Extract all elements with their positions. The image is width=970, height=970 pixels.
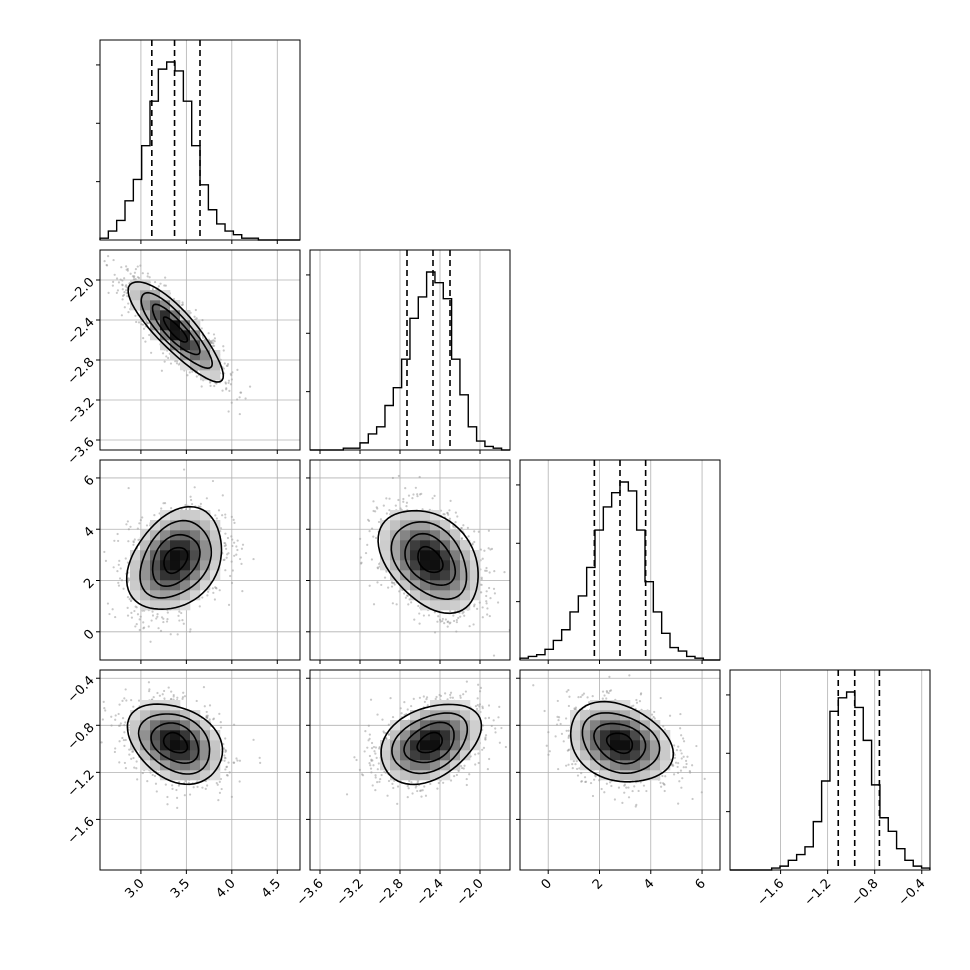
density-panel: 0 2 4 6	[516, 669, 721, 893]
contour-line	[163, 546, 189, 575]
contour-line	[150, 722, 200, 765]
contour-line	[581, 712, 661, 774]
x-tick-label: −0.4	[896, 876, 929, 909]
histogram-panel	[96, 39, 301, 244]
panel-frame	[309, 669, 511, 871]
y-tick-label: −2.0	[65, 275, 98, 308]
contour-line	[416, 731, 444, 754]
x-tick-label: −3.2	[334, 876, 367, 909]
x-tick-label: 4.5	[259, 876, 284, 901]
x-tick-label: −1.2	[802, 876, 835, 909]
contour-line	[140, 291, 214, 370]
panel-frame	[519, 669, 721, 871]
panel-frame	[519, 459, 721, 661]
x-tick-label: 0	[539, 876, 555, 892]
panel-frame	[99, 459, 301, 661]
histogram-steps	[99, 61, 301, 241]
x-tick-label: −2.8	[374, 876, 407, 909]
contour-line	[380, 703, 483, 786]
density-panel: 3.0 3.5 4.0 4.5 −1.6 −1.2 −0.8 −0.4	[65, 669, 301, 901]
panel-frame	[99, 39, 301, 241]
y-tick-label: −2.4	[65, 315, 98, 348]
histogram-steps	[730, 691, 931, 871]
y-tick-label: 0	[81, 627, 97, 643]
histogram-panel	[306, 249, 511, 454]
contour-line	[390, 521, 468, 601]
y-tick-label: −0.4	[65, 673, 98, 706]
contour-line	[404, 532, 457, 587]
panel-frame	[309, 249, 511, 451]
contour-line	[403, 721, 455, 764]
y-tick-label: −1.2	[65, 767, 98, 800]
density-panel: 0 2 4 6	[81, 459, 301, 664]
contour-line	[593, 722, 647, 765]
histogram-panel	[516, 459, 721, 664]
x-tick-label: 6	[692, 876, 708, 892]
contour-line	[417, 545, 444, 574]
contour-line	[126, 703, 224, 786]
x-tick-label: 3.5	[168, 876, 193, 901]
x-tick-label: −2.4	[414, 876, 447, 909]
contour-line	[391, 712, 469, 775]
density-panel	[306, 459, 511, 664]
panel-frame	[99, 669, 301, 871]
x-tick-label: 3.0	[123, 876, 148, 901]
x-tick-label: 2	[590, 876, 606, 892]
x-tick-label: 4	[641, 876, 657, 892]
y-tick-label: −3.2	[65, 395, 98, 428]
contour-line	[162, 731, 189, 754]
histogram-panel: −1.6 −1.2 −0.8 −0.4	[726, 669, 931, 909]
histogram-steps	[310, 271, 510, 451]
y-tick-label: −3.6	[65, 435, 98, 468]
y-tick-label: 2	[81, 576, 97, 592]
contour-line	[127, 281, 225, 383]
density-panel: −3.6−3.2−2.8−2.4−2.0	[294, 669, 511, 909]
y-tick-label: −1.6	[65, 814, 98, 847]
panel-frame	[309, 459, 511, 661]
y-tick-label: −2.8	[65, 355, 98, 388]
x-tick-label: −2.0	[454, 876, 487, 909]
y-tick-label: 6	[81, 473, 97, 489]
contour-line	[162, 316, 189, 343]
contour-line	[151, 303, 201, 356]
contour-line	[151, 533, 201, 588]
contour-line	[605, 732, 634, 755]
contour-line	[377, 509, 479, 615]
contour-line	[569, 700, 675, 783]
density-panel: −3.6 −3.2 −2.8 −2.4 −2.0	[65, 249, 301, 468]
density-cells	[130, 700, 221, 781]
x-tick-label: −1.6	[754, 876, 787, 909]
x-tick-label: 4.0	[213, 876, 238, 901]
histogram-steps	[519, 481, 720, 661]
y-tick-label: −0.8	[65, 720, 98, 753]
x-tick-label: −0.8	[849, 876, 882, 909]
contour-line	[139, 519, 213, 599]
panel-frame	[99, 249, 301, 451]
contour-line	[125, 505, 223, 611]
panel-frame	[729, 669, 931, 871]
x-tick-label: −3.6	[294, 876, 327, 909]
contour-line	[137, 713, 211, 775]
y-tick-label: 4	[81, 524, 97, 540]
